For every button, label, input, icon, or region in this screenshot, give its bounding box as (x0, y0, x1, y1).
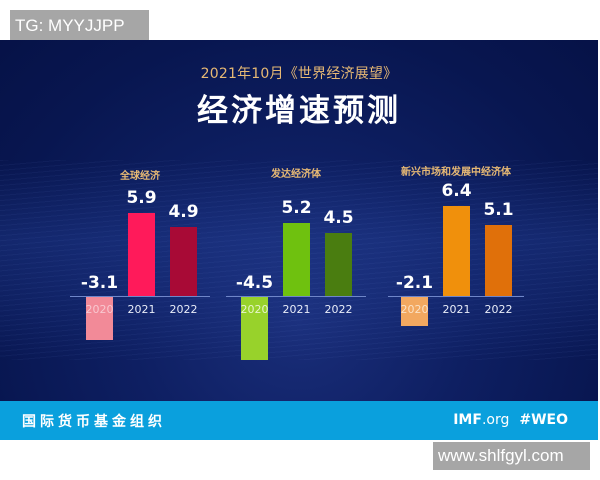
bar-2021 (128, 213, 155, 296)
bar-2020 (401, 297, 428, 327)
footer-bar: 国际货币基金组织 IMF.org #WEO (0, 401, 598, 440)
footer-links: IMF.org #WEO (453, 412, 568, 428)
org-name: 国际货币基金组织 (22, 414, 166, 430)
bar-2020 (86, 297, 113, 341)
value-label: 5.9 (126, 188, 157, 209)
value-label: 5.1 (483, 199, 514, 220)
zero-axis-line (226, 296, 366, 297)
value-label: 5.2 (281, 198, 312, 219)
group-label: 新兴市场和发展中经济体 (401, 167, 511, 178)
bar-2020 (241, 297, 268, 360)
year-label: 2021 (282, 303, 311, 316)
year-label: 2022 (484, 303, 513, 316)
group-label: 全球经济 (120, 171, 160, 182)
watermark-bottom: www.shlfgyl.com (433, 442, 590, 470)
poster-title: 经济增速预测 (197, 93, 401, 129)
value-label: -2.1 (395, 273, 434, 293)
year-label: 2021 (442, 303, 471, 316)
year-label: 2022 (169, 303, 198, 316)
value-label: 4.9 (168, 202, 199, 223)
year-label: 2021 (127, 303, 156, 316)
value-label: 4.5 (323, 208, 354, 228)
value-label: 6.4 (441, 181, 472, 202)
imf-logo-text: IMF (453, 412, 482, 428)
year-label: 2020 (240, 303, 269, 316)
year-label: 2022 (324, 303, 353, 316)
watermark-top: TG: MYYJJPP (10, 10, 149, 41)
zero-axis-line (388, 296, 524, 297)
year-label: 2020 (85, 303, 114, 316)
year-label: 2020 (400, 303, 429, 316)
weo-hashtag: #WEO (519, 412, 568, 428)
bar-2021 (443, 206, 470, 296)
zero-axis-line (70, 296, 210, 297)
imf-domain-suffix: .org (481, 412, 510, 428)
group-label: 发达经济体 (271, 169, 321, 180)
value-label: -4.5 (235, 273, 274, 293)
bar-2021 (283, 223, 310, 296)
bar-2022 (485, 224, 512, 296)
bar-2022 (325, 233, 352, 296)
forecast-poster: 2021年10月《世界经济展望》 经济增速预测 全球经济 -3.1 2020 5.9 2… (0, 40, 598, 440)
bar-2022 (170, 227, 197, 296)
value-label: -3.1 (80, 273, 119, 293)
poster-subtitle: 2021年10月《世界经济展望》 (200, 66, 398, 82)
